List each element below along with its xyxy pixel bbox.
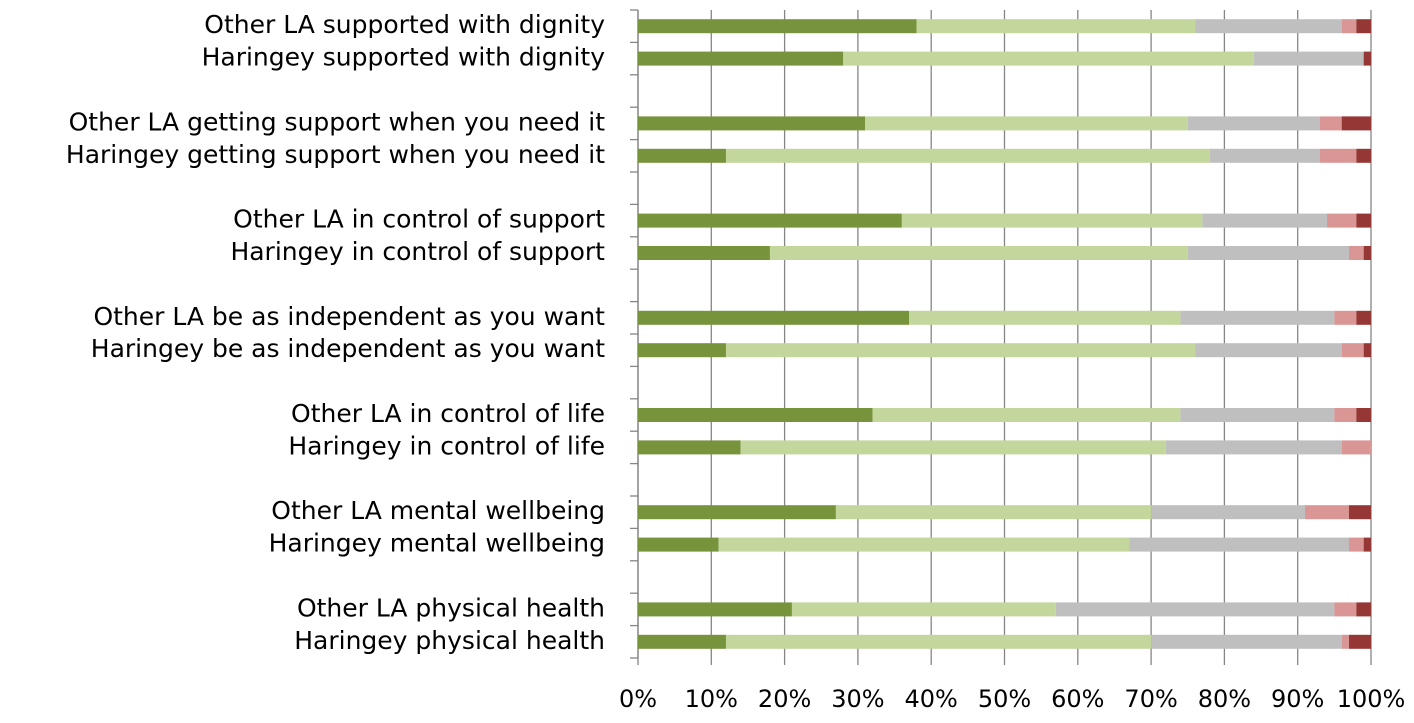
category-label: Haringey getting support when you need i… (66, 140, 605, 169)
bar-segment (769, 246, 1188, 260)
bar-segment (1334, 408, 1357, 422)
bar-segment (638, 148, 726, 163)
category-label: Other LA physical health (297, 593, 605, 622)
bar-segment (1187, 116, 1320, 131)
bar-segment (1327, 213, 1357, 228)
category-label: Other LA supported with dignity (204, 10, 605, 39)
bar-segment (1319, 148, 1357, 163)
bar-segment (638, 505, 836, 520)
x-tick-label: 10% (685, 685, 738, 713)
bar-segment (1349, 634, 1371, 649)
bar-segment (638, 634, 726, 649)
bar-segment (725, 343, 1196, 358)
bar-segment (1187, 246, 1350, 260)
bar-segment (1165, 440, 1342, 455)
bar-segment (1349, 505, 1371, 520)
bar-segment (638, 408, 873, 422)
bar-segment (1180, 310, 1335, 325)
bar-segment (1356, 148, 1371, 163)
category-label: Other LA getting support when you need i… (69, 107, 606, 136)
category-label: Haringey supported with dignity (202, 43, 606, 72)
bar-segment (1341, 634, 1350, 649)
bar-segment (1363, 246, 1371, 260)
bar-segment (638, 537, 719, 552)
bar-segment (1209, 148, 1320, 163)
bar-segment (1356, 310, 1371, 325)
x-tick-label: 70% (1124, 685, 1177, 713)
bar-segment (1151, 634, 1342, 649)
bar-segment (1195, 19, 1342, 34)
category-label: Haringey physical health (294, 626, 605, 655)
bar-segment (638, 310, 910, 325)
bar-segment (1363, 343, 1371, 358)
bar-segment (638, 51, 844, 66)
bar-segment (1341, 440, 1371, 455)
bar-segment (718, 537, 1130, 552)
bar-segment (638, 19, 917, 34)
category-label: Haringey in control of life (288, 431, 605, 460)
bar-segment (638, 440, 741, 455)
bar-segment (1356, 602, 1371, 617)
bar-segment (1356, 213, 1371, 228)
bar-segment (1349, 246, 1364, 260)
x-tick-label: 80% (1198, 685, 1251, 713)
x-tick-label: 30% (831, 685, 884, 713)
bar-segment (835, 505, 1152, 520)
bar-segment (901, 213, 1203, 228)
bar-segment (1363, 51, 1371, 66)
category-label: Other LA mental wellbeing (271, 496, 605, 525)
bar-segment (1363, 537, 1371, 552)
bar-segment (638, 343, 726, 358)
bar-segment (1341, 116, 1371, 131)
x-tick-label: 40% (905, 685, 958, 713)
bar-segment (1202, 213, 1328, 228)
category-label: Other LA be as independent as you want (93, 302, 605, 331)
bar-segment (916, 19, 1196, 34)
bar-segment (1334, 602, 1357, 617)
x-tick-label: 60% (1051, 685, 1104, 713)
bar-segment (1195, 343, 1342, 358)
bar-segment (1341, 343, 1364, 358)
category-label: Haringey mental wellbeing (269, 529, 605, 558)
x-tick-label: 0% (619, 685, 657, 713)
bar-segment (1305, 505, 1350, 520)
x-tick-label: 20% (758, 685, 811, 713)
bar-segment (865, 116, 1188, 131)
bar-segment (1356, 19, 1371, 34)
bar-segment (1319, 116, 1342, 131)
bar-segment (1334, 310, 1357, 325)
bar-segment (1253, 51, 1364, 66)
bar-segment (791, 602, 1056, 617)
bar-segment (1180, 408, 1335, 422)
category-label: Haringey in control of support (230, 237, 605, 266)
x-tick-label: 90% (1271, 685, 1324, 713)
bar-segment (1356, 408, 1371, 422)
bar-segment (1055, 602, 1335, 617)
bar-segment (725, 634, 1152, 649)
bar-segment (725, 148, 1210, 163)
bar-segment (1151, 505, 1306, 520)
bar-segment (740, 440, 1166, 455)
x-tick-label: 100% (1337, 685, 1406, 713)
bar-segment (638, 602, 792, 617)
bar-segment (1129, 537, 1350, 552)
bar-segment (843, 51, 1254, 66)
category-label: Other LA in control of support (233, 205, 605, 234)
bar-segment (1341, 19, 1357, 34)
x-tick-label: 50% (978, 685, 1031, 713)
bar-segment (638, 213, 902, 228)
category-label: Other LA in control of life (291, 399, 605, 428)
bar-segment (638, 246, 770, 260)
bar-segment (909, 310, 1181, 325)
bar-segment (872, 408, 1181, 422)
bar-segment (638, 116, 866, 131)
category-label: Haringey be as independent as you want (91, 334, 605, 363)
bar-segment (1349, 537, 1364, 552)
